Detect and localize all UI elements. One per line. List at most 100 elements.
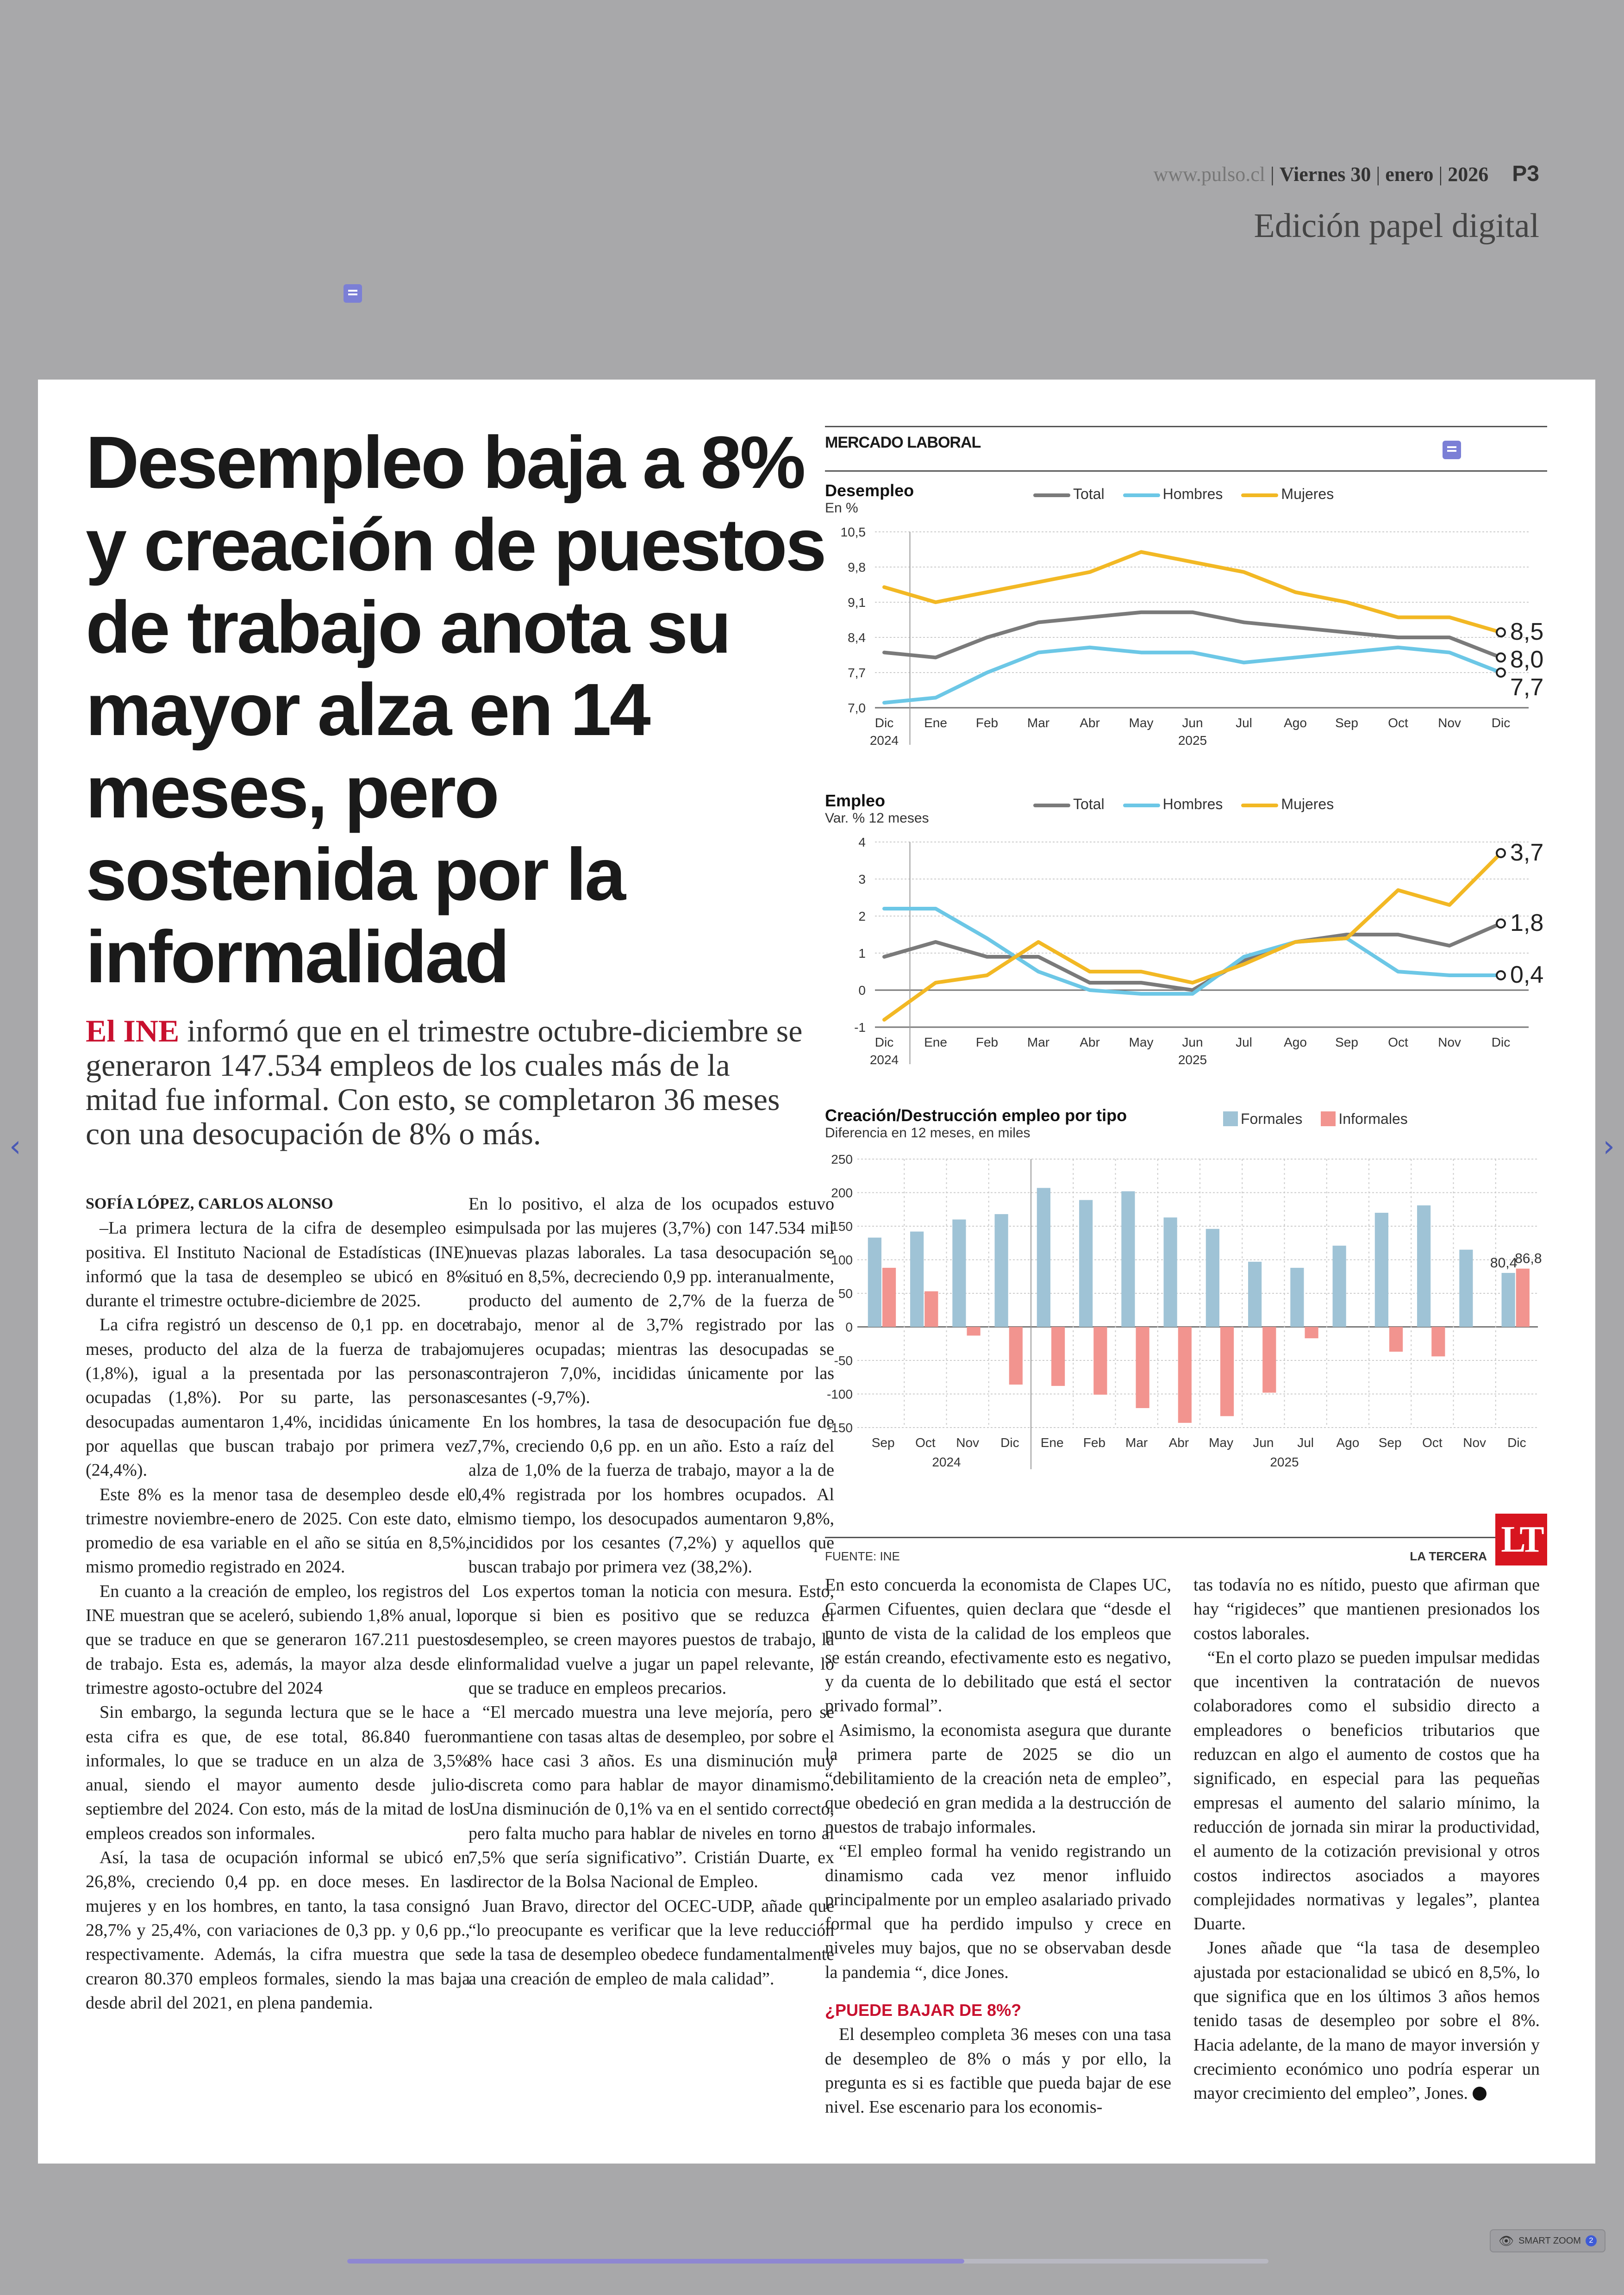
x-tick-label: Nov	[1463, 1435, 1486, 1450]
byline: SOFÍA LÓPEZ, CARLOS ALONSO	[86, 1195, 333, 1212]
data-label: 86,8	[1515, 1251, 1542, 1266]
y-tick-label: 100	[831, 1253, 853, 1267]
bar-formales	[1459, 1249, 1473, 1327]
paragraph: Juan Bravo, director del OCEC-UDP, añade…	[468, 1896, 834, 1989]
series-line-hombres	[882, 645, 1503, 705]
note-icon[interactable]	[1443, 441, 1461, 459]
prev-page-icon[interactable]: ‹	[9, 1129, 21, 1164]
infographic-title: MERCADO LABORAL	[825, 426, 1547, 472]
end-value-label: 8,0	[1510, 646, 1543, 673]
source-label: FUENTE: INE	[825, 1549, 900, 1563]
x-tick-label: Nov	[1438, 1035, 1461, 1049]
page-header: www.pulso.cl | Viernes 30 | enero | 2026…	[1153, 162, 1539, 186]
subheading: ¿PUEDE BAJAR DE 8%?	[825, 2001, 1022, 2020]
paragraph: Este 8% es la menor tasa de desempleo de…	[86, 1484, 470, 1577]
y-tick-label: 150	[831, 1219, 853, 1234]
x-tick-label: Mar	[1027, 1035, 1049, 1049]
next-page-icon[interactable]: ›	[1603, 1129, 1615, 1164]
x-tick-label: Oct	[1388, 716, 1408, 730]
year-label: 2025	[1178, 1053, 1207, 1067]
end-point	[1496, 627, 1506, 638]
chart-subtitle: En %	[825, 500, 858, 516]
year-label: 2024	[870, 733, 899, 748]
year-label: 2024	[870, 1053, 899, 1067]
x-tick-label: Jul	[1236, 716, 1252, 730]
bar-informales	[1516, 1268, 1530, 1327]
bar-formales	[868, 1237, 881, 1327]
note-icon[interactable]	[344, 284, 362, 303]
x-tick-label: Feb	[976, 716, 998, 730]
bar-informales	[1009, 1327, 1023, 1385]
bar-formales	[1163, 1217, 1177, 1327]
end-value-label: 3,7	[1510, 839, 1543, 866]
x-tick-label: Sep	[1335, 1035, 1358, 1049]
x-tick-label: Nov	[1438, 716, 1461, 730]
bar-informales	[924, 1291, 938, 1327]
paragraph: “En el corto plazo se pueden impulsar me…	[1193, 1647, 1540, 1934]
bar-informales	[1136, 1327, 1149, 1408]
chart-empleo-plot: 4 3 2 1 0 -1 Dic Ene Feb Mar Abr May Jun Jul Ago Sep Oct…	[854, 835, 1543, 1067]
smart-zoom-label: SMART ZOOM	[1518, 2235, 1581, 2246]
series-line-total	[882, 922, 1503, 992]
x-tick-label: Feb	[1083, 1435, 1106, 1450]
bar-formales	[1374, 1213, 1388, 1327]
chart-desempleo-plot: 10,5 9,8 9,1 8,4 7,7 7,0 Dic Ene Feb Mar Abr May Jun…	[841, 525, 1544, 748]
la-tercera-logo: LT	[1495, 1514, 1547, 1565]
eye-icon: 👁	[1499, 2233, 1514, 2248]
bar-informales	[1305, 1327, 1318, 1339]
y-tick-label: 9,1	[848, 595, 866, 610]
bar-formales	[1121, 1191, 1135, 1327]
bar-informales	[1262, 1327, 1276, 1393]
legend-informales: Informales	[1321, 1110, 1408, 1128]
chart-title: Desempleo	[825, 481, 914, 500]
end-value-label: 8,5	[1510, 618, 1543, 645]
column-1: SOFÍA LÓPEZ, CARLOS ALONSO –La primera l…	[86, 1192, 470, 2015]
bar-formales	[1501, 1272, 1515, 1327]
deck: El INE informó que en el trimestre octub…	[86, 1014, 808, 1151]
bar-informales	[1051, 1327, 1065, 1386]
paragraph: –La primera lectura de la cifra de desem…	[86, 1218, 470, 1311]
y-tick-label: -1	[854, 1020, 866, 1035]
y-tick-label: 1	[858, 946, 866, 960]
x-tick-label: Feb	[976, 1035, 998, 1049]
series-line-total	[882, 610, 1503, 660]
x-tick-label: Mar	[1027, 716, 1049, 730]
x-tick-label: Ago	[1336, 1435, 1359, 1450]
x-tick-label: Dic	[875, 716, 893, 730]
page-progress-bar[interactable]	[347, 2259, 1268, 2264]
x-tick-label: May	[1129, 1035, 1154, 1049]
paragraph: Así, la tasa de ocupación informal se ub…	[86, 1848, 470, 2013]
x-tick-label: Jul	[1297, 1435, 1314, 1450]
site-url[interactable]: www.pulso.cl	[1153, 163, 1266, 186]
chart-legend: Total Hombres Mujeres	[1033, 486, 1334, 503]
x-tick-label: Dic	[1492, 716, 1510, 730]
y-tick-label: 200	[831, 1186, 853, 1200]
x-tick-label: Jun	[1182, 1035, 1203, 1049]
year-label: 2025	[1178, 733, 1207, 748]
bar-formales	[1332, 1246, 1346, 1327]
deck-lead: El INE	[86, 1013, 180, 1048]
chart-title: Empleo	[825, 791, 886, 810]
year-label: 2025	[1270, 1455, 1299, 1469]
series-line-hombres	[882, 907, 1503, 996]
legend-mujeres: Mujeres	[1241, 486, 1334, 503]
paragraph: En cuanto a la creación de empleo, los r…	[86, 1581, 470, 1698]
end-point	[1496, 970, 1506, 980]
smart-zoom-button[interactable]: 👁 SMART ZOOM 2	[1490, 2229, 1605, 2252]
x-tick-label: Dic	[1000, 1435, 1019, 1450]
x-tick-label: Jul	[1236, 1035, 1252, 1049]
bar-informales	[967, 1327, 981, 1336]
y-tick-label: 4	[858, 835, 866, 849]
x-tick-label: Oct	[1422, 1435, 1443, 1450]
x-tick-label: Dic	[875, 1035, 893, 1049]
bar-formales	[1417, 1205, 1431, 1327]
end-value-label: 7,7	[1510, 674, 1543, 701]
paragraph: El desempleo completa 36 meses con una t…	[825, 2025, 1171, 2117]
legend-total: Total	[1033, 796, 1105, 813]
x-tick-label: May	[1129, 716, 1154, 730]
x-tick-label: Oct	[915, 1435, 936, 1450]
series-line-mujeres	[882, 550, 1503, 635]
bar-formales	[1079, 1200, 1093, 1327]
x-tick-label: Abr	[1080, 1035, 1100, 1049]
x-tick-label: Jun	[1253, 1435, 1274, 1450]
